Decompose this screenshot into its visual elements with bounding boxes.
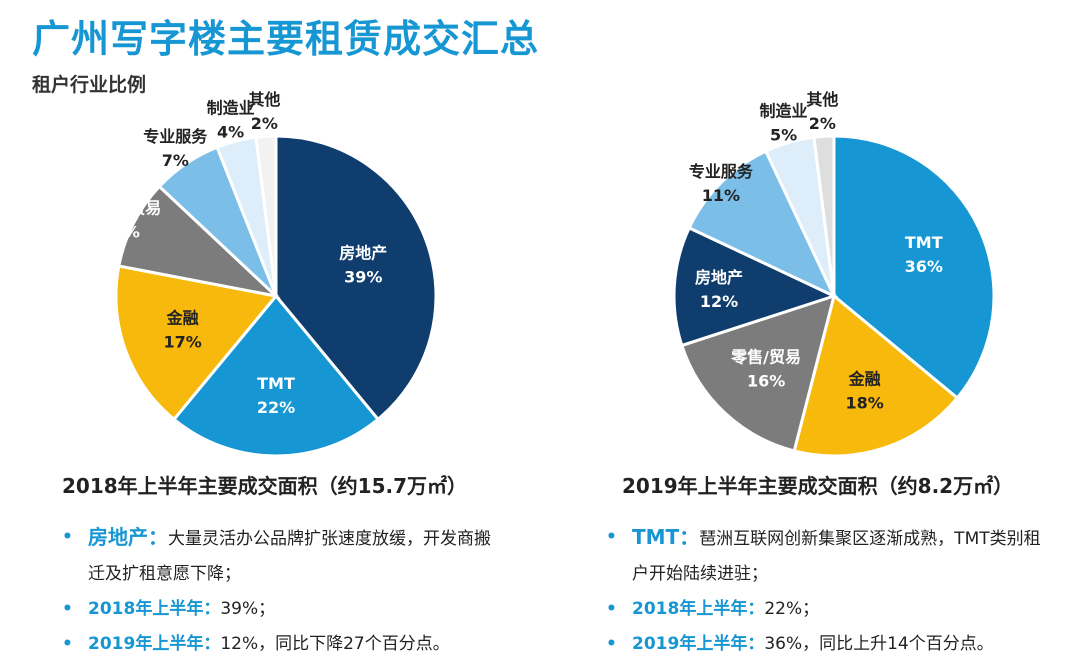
pie-slice [114,264,279,422]
slice-name-label: 制造业 [760,101,808,120]
note-text: 大量灵活办公品牌扩张速度放缓，开发商搬迁及扩租意愿下降； [88,529,491,584]
slice-value-label: 2% [809,114,836,133]
slice-value-label: 12% [700,292,738,311]
slice-name-label: 房地产 [695,268,743,287]
slice-name-label: TMT [905,233,943,252]
note-text: 36%，同比上升14个百分点。 [764,634,994,654]
slice-name-label: 零售/贸易 [90,199,161,218]
note-item: • TMT：琶洲互联网创新集聚区逐渐成熟，TMT类别租户开始陆续进驻； [604,520,1048,592]
bullet-icon: • [62,527,73,547]
slice-value-label: 7% [162,151,189,170]
page-subtitle: 租户行业比例 [32,74,147,96]
note-item: • 2018年上半年：22%； [604,592,1048,627]
note-key: 房地产： [88,525,168,549]
pie-slice [679,293,837,453]
pie-slice [812,134,836,297]
note-item: • 2019年上半年：36%，同比上升14个百分点。 [604,627,1048,662]
slice-value-label: 17% [164,333,202,352]
notes-right: • TMT：琶洲互联网创新集聚区逐渐成熟，TMT类别租户开始陆续进驻； • 20… [604,520,1048,662]
bullet-icon: • [606,599,617,619]
pie-slice [792,293,960,458]
slice-name-label: 其他 [248,90,280,109]
slice-name-label: 金融 [166,309,199,328]
slice-value-label: 36% [905,257,943,276]
note-key: 2019年上半年： [632,634,765,654]
note-key: TMT： [632,525,700,549]
note-key: 2018年上半年： [88,599,221,619]
slice-name-label: 金融 [848,369,881,388]
slice-name-label: 其他 [806,90,838,109]
pie-slice [171,293,381,458]
slice-name-label: 专业服务 [689,162,754,181]
slice-value-label: 4% [217,122,244,141]
note-text: 琶洲互联网创新集聚区逐渐成熟，TMT类别租户开始陆续进驻； [632,529,1041,584]
bullet-icon: • [606,634,617,654]
note-item: • 2019年上半年：12%，同比下降27个百分点。 [60,627,500,662]
note-key: 2019年上半年： [88,634,221,654]
slice-name-label: 房地产 [339,244,387,263]
bullet-icon: • [62,634,73,654]
slice-value-label: 22% [257,398,295,417]
slice-value-label: 11% [702,186,740,205]
note-key: 2018年上半年： [632,599,765,619]
pie-slice [117,184,281,299]
note-text: 39%； [220,599,276,619]
pie-slice [687,149,838,300]
notes-left: • 房地产：大量灵活办公品牌扩张速度放缓，开发商搬迁及扩租意愿下降； • 201… [60,520,500,662]
note-text: 22%； [764,599,820,619]
pie-charts: 房地产39%TMT22%金融17%零售/贸易9%专业服务7%制造业4%其他2%T… [90,89,996,458]
pie-slice [672,225,839,348]
slice-value-label: 18% [846,393,884,412]
bullet-icon: • [62,599,73,619]
slice-name-label: 零售/贸易 [730,347,801,366]
slice-value-label: 39% [344,268,382,287]
note-item: • 2018年上半年：39%； [60,592,500,627]
note-text: 12%，同比下降27个百分点。 [220,634,450,654]
chart-caption-2019: 2019年上半年主要成交面积（约8.2万㎡） [622,474,1014,498]
slice-name-label: 制造业 [207,98,255,117]
slice-value-label: 2% [251,114,278,133]
slice-value-label: 16% [747,371,785,390]
slice-name-label: TMT [257,374,295,393]
pie-slice [254,134,278,297]
pie-slice [274,134,438,422]
pie-slice [832,134,996,401]
page-title: 广州写字楼主要租赁成交汇总 [32,17,540,61]
bullet-icon: • [606,527,617,547]
slice-name-label: 专业服务 [143,127,208,146]
slice-value-label: 9% [113,223,140,242]
note-item: • 房地产：大量灵活办公品牌扩张速度放缓，开发商搬迁及扩租意愿下降； [60,520,500,592]
chart-caption-2018: 2018年上半年主要成交面积（约15.7万㎡） [62,474,468,498]
slice-value-label: 5% [770,125,797,144]
